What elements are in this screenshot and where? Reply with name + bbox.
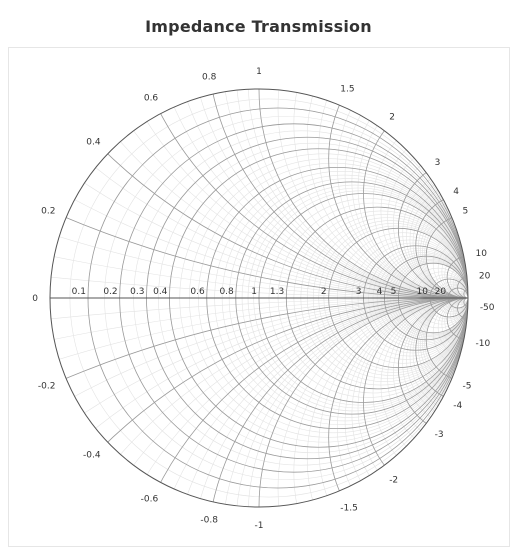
reactance-label: 0 — [32, 294, 38, 304]
reactance-label: -1.5 — [340, 504, 358, 514]
axes — [49, 88, 469, 508]
reactance-arc — [363, 89, 468, 299]
minor-reactance-arc — [424, 210, 468, 299]
minor-reactance-arc — [344, 89, 468, 299]
reactance-label: 4 — [453, 187, 459, 197]
minor-reactance-arc — [450, 297, 468, 334]
minor-reactance-arc — [452, 297, 468, 329]
minor-reactance-arc — [417, 297, 468, 398]
minor-reactance-arc — [402, 297, 468, 429]
reactance-arc — [463, 289, 468, 299]
minor-reactance-arc — [387, 297, 468, 460]
minor-reactance-arc — [454, 297, 468, 325]
minor-reactance-arc — [452, 267, 468, 299]
minor-reactance-arc — [50, 297, 468, 507]
minor-reactance-arc — [412, 297, 468, 409]
resistance-label: 20 — [435, 287, 447, 297]
reactance-label: 0.8 — [202, 73, 217, 83]
minor-reactance-arc — [372, 107, 468, 299]
minor-reactance-arc — [412, 187, 468, 299]
minor-reactance-arc — [357, 297, 468, 507]
minor-reactance-arc — [372, 297, 468, 489]
reactance-label: -0.6 — [141, 494, 159, 504]
resistance-label: 0.8 — [219, 287, 234, 297]
reactance-label: 1 — [256, 67, 262, 77]
minor-reactance-arc — [441, 245, 468, 299]
minor-reactance-arc — [420, 297, 468, 394]
minor-reactance-arc — [409, 297, 468, 415]
minor-reactance-arc — [420, 202, 468, 299]
reactance-arc — [397, 297, 468, 438]
resistance-label: 1.3 — [270, 287, 284, 297]
minor-reactance-arc — [337, 89, 468, 299]
reactance-label: 5 — [463, 207, 469, 217]
reactance-label: -5 — [463, 381, 472, 391]
reactance-arc — [446, 297, 468, 341]
minor-reactance-arc — [357, 89, 468, 299]
reactance-label: 2 — [389, 112, 395, 122]
reactance-label: -2 — [389, 476, 398, 486]
reactance-label: -1 — [255, 521, 264, 531]
reactance-arc — [463, 297, 468, 307]
reactance-arc — [415, 193, 468, 299]
reactance-arc — [415, 297, 468, 403]
minor-reactance-arc — [422, 206, 468, 299]
reactance-label: -0.8 — [200, 515, 218, 525]
resistance-label: 0.1 — [72, 287, 86, 297]
reactance-arc — [363, 297, 468, 507]
reactance-arc — [425, 297, 468, 382]
reactance-arc — [446, 255, 468, 299]
minor-reactance-arc — [387, 136, 468, 299]
resistance-label: 5 — [391, 287, 397, 297]
minor-reactance-arc — [189, 89, 468, 299]
reactance-label: -0.2 — [38, 381, 56, 391]
reactance-label: -50 — [480, 303, 495, 313]
minor-reactance-arc — [393, 297, 468, 448]
tick-labels: 0.1 0.2 0.3 0.4 0.6 0.8 1 1.3 2 3 4 5 10 2000.20.40.6… — [32, 67, 495, 531]
reactance-label: 0.6 — [144, 94, 159, 104]
reactance-arc — [328, 89, 468, 299]
resistance-label: 10 — [417, 287, 429, 297]
resistance-label: 0.3 — [130, 287, 144, 297]
resistance-label: 0.6 — [190, 287, 205, 297]
chart-title: Impedance Transmission — [145, 17, 372, 36]
minor-reactance-arc — [417, 198, 468, 299]
minor-reactance-arc — [344, 297, 468, 507]
minor-reactance-arc — [409, 181, 468, 299]
reactance-label: 3 — [435, 158, 441, 168]
minor-reactance-arc — [393, 148, 468, 299]
reactance-label: -4 — [453, 401, 462, 411]
reactance-arc — [397, 158, 468, 299]
reactance-label: 0.4 — [86, 137, 101, 147]
resistance-label: 0.2 — [103, 287, 117, 297]
minor-reactance-arc — [406, 297, 468, 422]
minor-reactance-arc — [422, 297, 468, 390]
resistance-label: 4 — [377, 287, 383, 297]
reactance-label: 20 — [479, 271, 491, 281]
resistance-label: 2 — [321, 287, 327, 297]
minor-reactance-arc — [306, 297, 468, 507]
resistance-label: 3 — [356, 287, 362, 297]
reactance-label: 1.5 — [340, 84, 354, 94]
reactance-label: -10 — [476, 339, 491, 349]
minor-reactance-arc — [406, 174, 468, 299]
minor-reactance-arc — [450, 262, 468, 299]
reactance-arc — [328, 297, 468, 507]
minor-reactance-arc — [424, 297, 468, 386]
minor-reactance-arc — [318, 89, 468, 299]
reactance-label: -3 — [435, 430, 444, 440]
minor-reactance-arc — [402, 167, 468, 299]
reactance-label: 0.2 — [41, 207, 55, 217]
minor-reactance-arc — [454, 271, 468, 299]
reactance-label: 10 — [476, 249, 488, 259]
reactance-label: -0.4 — [83, 451, 101, 461]
resistance-label: 1 — [251, 287, 257, 297]
resistance-label: 0.4 — [153, 287, 168, 297]
reactance-arc — [425, 214, 468, 299]
minor-reactance-arc — [441, 297, 468, 351]
